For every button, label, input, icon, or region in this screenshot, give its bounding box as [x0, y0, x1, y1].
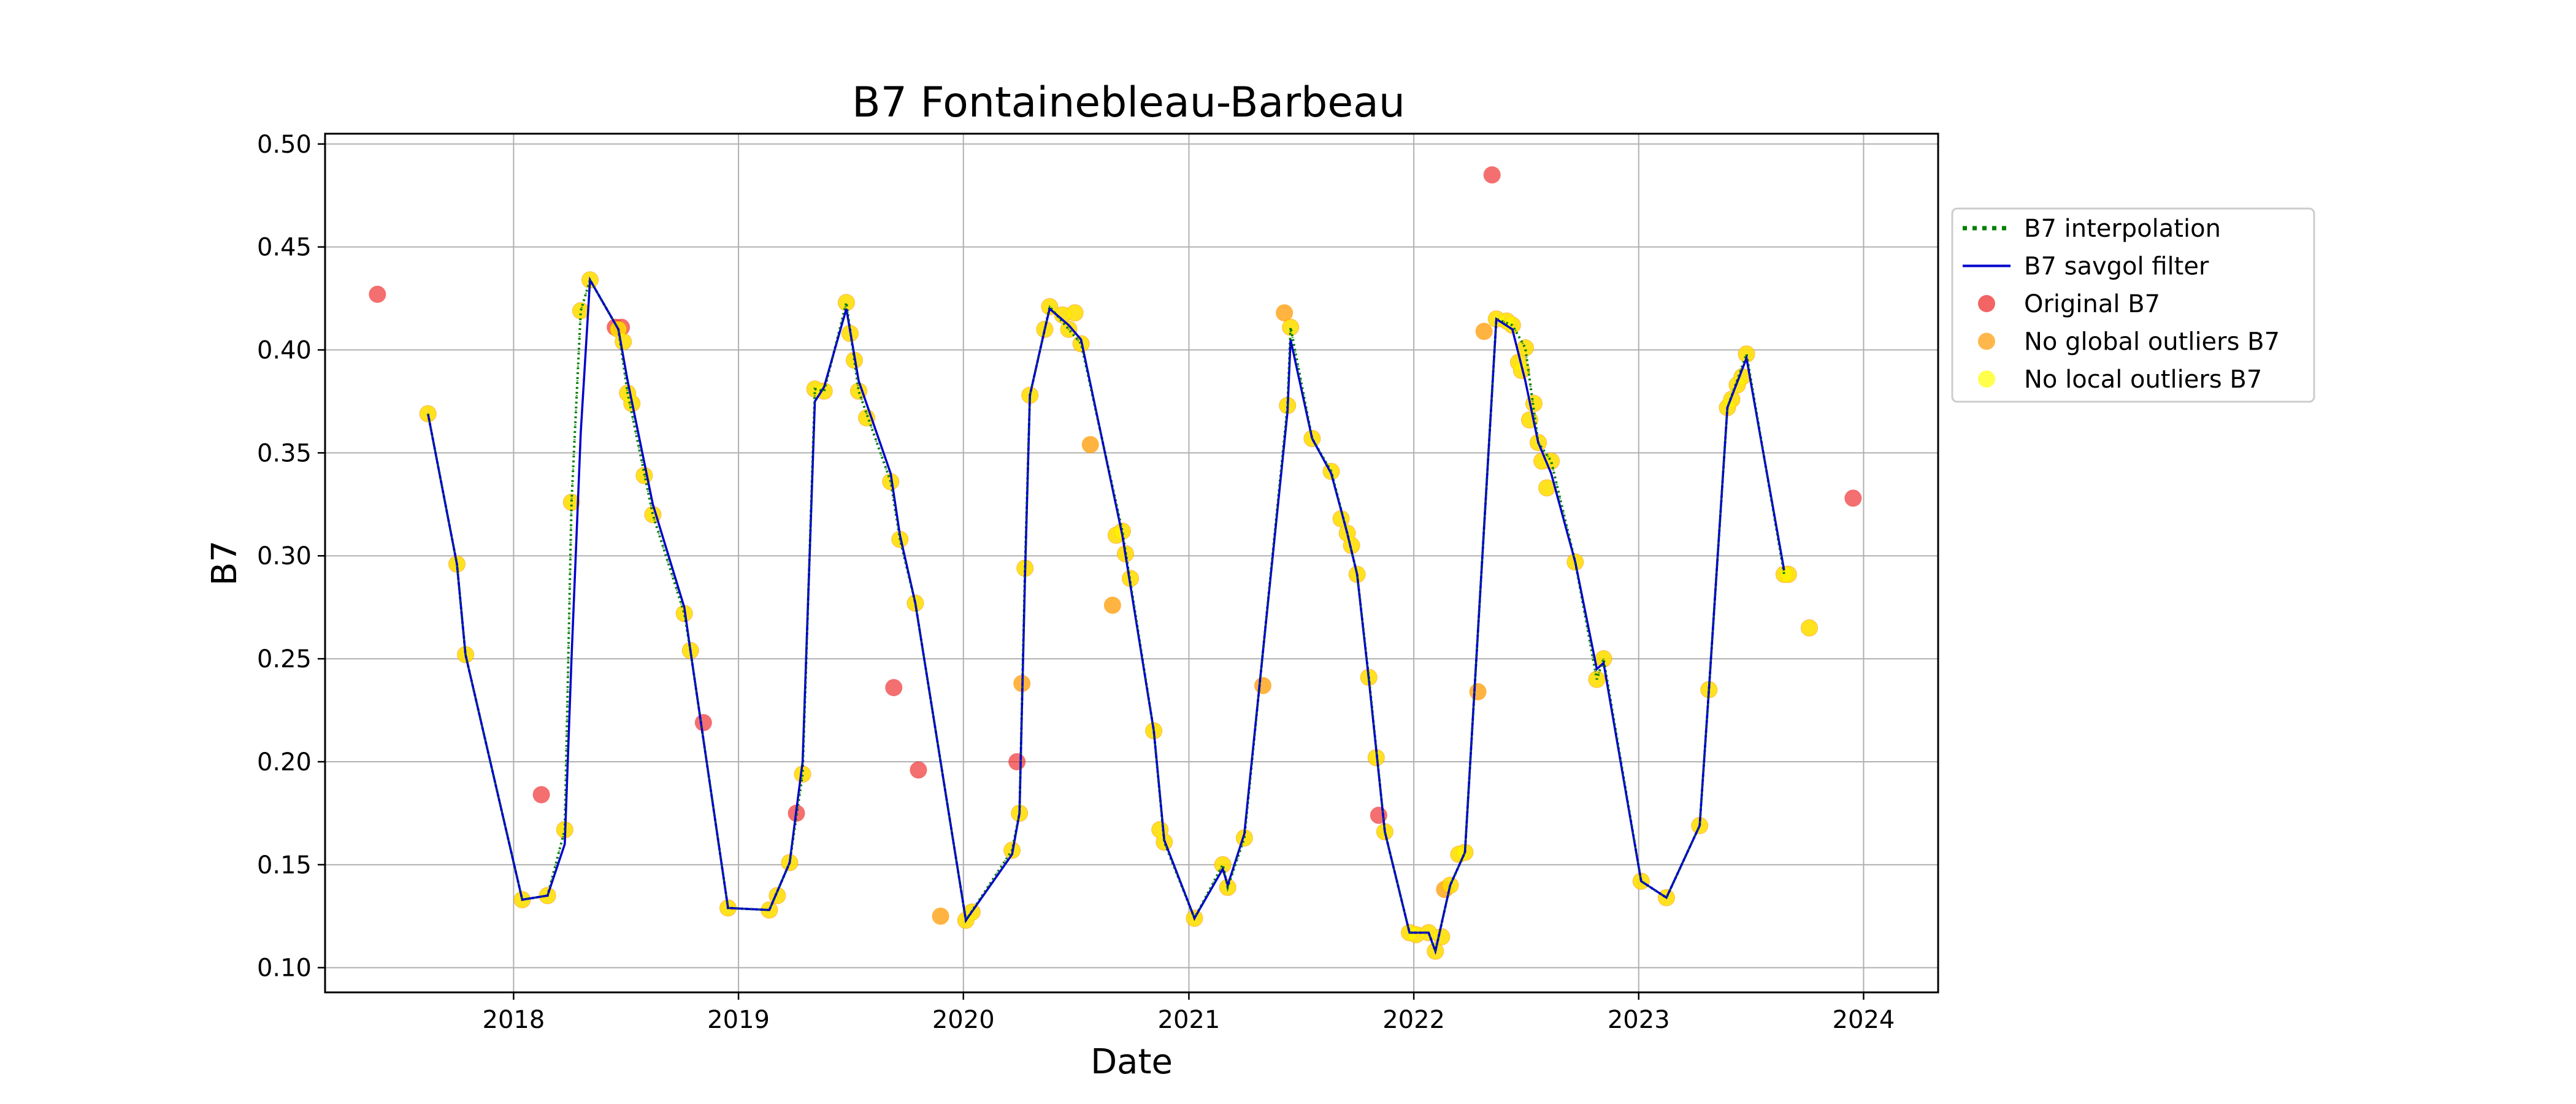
no-local-outliers-point — [838, 294, 854, 311]
x-tick-label: 2020 — [932, 1006, 995, 1034]
no-local-outliers-point — [794, 766, 811, 783]
no-local-outliers-point — [1214, 856, 1231, 873]
original-b7-point — [910, 761, 927, 779]
original-b7-point — [1844, 489, 1862, 507]
no-global-outliers-point — [1469, 683, 1487, 700]
no-local-outliers-point — [1433, 929, 1450, 945]
no-local-outliers-point — [1539, 480, 1555, 496]
y-tick-label: 0.40 — [257, 337, 312, 365]
no-local-outliers-point — [563, 494, 580, 510]
y-tick-label: 0.10 — [257, 954, 312, 983]
legend-entry: No local outliers B7 — [1978, 366, 2262, 394]
y-tick-label: 0.20 — [257, 748, 312, 776]
no-global-outliers-point — [1276, 304, 1294, 322]
x-tick-label: 2023 — [1608, 1006, 1670, 1034]
legend-entry: B7 interpolation — [1963, 215, 2221, 243]
original-b7-point — [369, 285, 386, 303]
grid — [325, 134, 1938, 992]
no-global-outliers-point — [1254, 677, 1271, 694]
y-tick-label: 0.15 — [257, 851, 312, 880]
legend-label: No local outliers B7 — [2024, 366, 2262, 394]
no-local-outliers-point — [1801, 619, 1818, 636]
series-lines — [426, 276, 1785, 956]
original-b7-point — [532, 786, 550, 803]
legend-box — [1951, 207, 2315, 403]
x-tick-label: 2024 — [1833, 1006, 1895, 1034]
original-b7-point — [1008, 753, 1026, 770]
no-local-outliers-point — [615, 334, 632, 350]
legend-swatch-marker — [1978, 332, 1995, 350]
legend-entry: Original B7 — [1978, 290, 2160, 318]
x-tick-label: 2021 — [1158, 1006, 1221, 1034]
original-b7-point — [885, 679, 903, 697]
chart-title: B7 Fontainebleau-Barbeau — [852, 79, 1405, 127]
x-tick-label: 2019 — [707, 1006, 770, 1034]
y-tick-label: 0.30 — [257, 542, 312, 570]
no-global-outliers-point — [1475, 323, 1493, 340]
original-b7-point — [694, 714, 712, 732]
no-global-outliers-point — [1103, 596, 1121, 614]
x-axis-label: Date — [1091, 1042, 1173, 1082]
axis-ticks: 2018 2019 2020 2021 2022 2023 2024 0.10 0.15 0.20… — [257, 131, 1895, 1034]
y-tick-label: 0.25 — [257, 645, 312, 673]
legend: B7 interpolation B7 savgol filter Original… — [1951, 207, 2315, 403]
no-local-outliers-point — [1067, 305, 1083, 321]
y-tick-label: 0.50 — [257, 131, 312, 159]
b7-interpolation-line-overlay — [427, 277, 1785, 955]
legend-swatch-marker — [1978, 295, 1995, 312]
legend-label: B7 interpolation — [2024, 215, 2221, 243]
no-local-outliers-point — [883, 473, 899, 490]
y-tick-label: 0.45 — [257, 234, 312, 262]
y-tick-label: 0.35 — [257, 439, 312, 467]
y-axis-label: B7 — [205, 540, 245, 586]
no-local-outliers-point — [1738, 346, 1755, 362]
no-local-outliers-point — [1236, 830, 1252, 846]
legend-entry: No global outliers B7 — [1978, 328, 2280, 356]
legend-label: Original B7 — [2024, 290, 2160, 318]
no-local-outliers-point — [1343, 537, 1360, 554]
no-local-outliers-point — [1780, 566, 1796, 583]
legend-entry: B7 savgol filter — [1963, 253, 2209, 281]
no-global-outliers-point — [932, 907, 949, 925]
x-tick-label: 2022 — [1382, 1006, 1445, 1034]
legend-label: B7 savgol filter — [2024, 253, 2209, 281]
legend-swatch-marker — [1978, 370, 1995, 388]
no-local-outliers-point — [1408, 926, 1425, 943]
no-global-outliers-point — [1081, 435, 1099, 453]
legend-label: No global outliers B7 — [2024, 328, 2280, 356]
no-local-outliers-point — [1517, 340, 1533, 356]
no-local-outliers-point — [1054, 307, 1071, 323]
x-tick-label: 2018 — [483, 1006, 545, 1034]
no-local-outliers-point — [420, 405, 436, 422]
no-local-outliers-point — [1282, 319, 1299, 335]
original-b7-point — [1483, 166, 1501, 184]
no-local-outliers-point — [572, 302, 589, 319]
b7-savgol-line — [427, 276, 1785, 956]
plot-frame — [324, 132, 1939, 994]
